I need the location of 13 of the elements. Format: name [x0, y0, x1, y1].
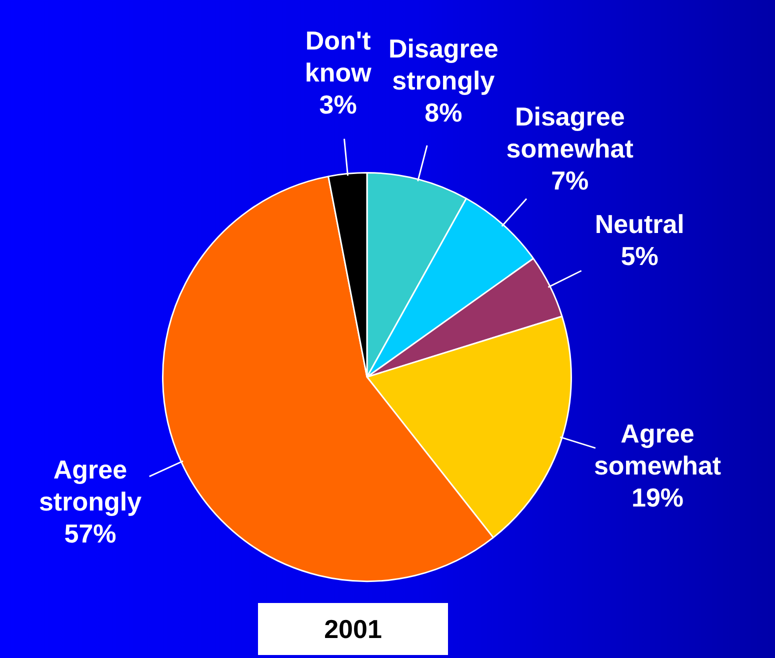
- data-label: 3%: [319, 89, 357, 120]
- slice-label: Agree strongly: [38, 454, 142, 517]
- data-label: 19%: [632, 482, 684, 513]
- data-label: 5%: [620, 241, 658, 272]
- slice-label: Neutral: [594, 209, 684, 240]
- text: 2001: [258, 603, 448, 655]
- data-label: 7%: [551, 165, 589, 196]
- data-label: 57%: [64, 518, 116, 549]
- data-label: 8%: [424, 98, 462, 128]
- slice-label: Disagree somewhat: [506, 101, 634, 164]
- slice-label: Don't know: [304, 25, 372, 88]
- slice-label: Disagree strongly: [388, 34, 498, 96]
- slice-label: Agree somewhat: [594, 418, 722, 481]
